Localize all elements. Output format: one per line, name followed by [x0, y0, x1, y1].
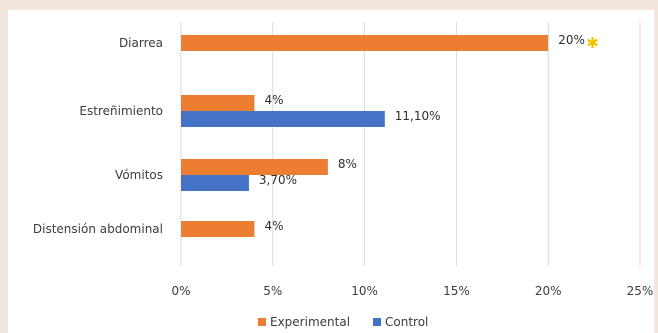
bar-control-2 [181, 175, 249, 191]
category-label-0: Diarrea [119, 36, 163, 50]
data-label-experimental-0: 20% [558, 33, 585, 47]
data-label-experimental-3: 4% [264, 219, 283, 233]
x-tick-label-0: 0% [171, 284, 190, 298]
category-label-1: Estreñimiento [79, 104, 163, 118]
data-label-experimental-2: 8% [338, 157, 357, 171]
significance-star-icon: ✱ [586, 34, 599, 52]
bar-control-1 [181, 111, 385, 127]
gridlines [180, 22, 641, 266]
legend-label-control: Control [385, 315, 428, 329]
data-label-control-2: 3,70% [259, 173, 297, 187]
bar-experimental-0 [181, 35, 549, 51]
x-tick-label-2: 10% [351, 284, 378, 298]
legend-label-experimental: Experimental [270, 315, 350, 329]
category-label-3: Distensión abdominal [33, 222, 163, 236]
data-label-control-1: 11,10% [395, 109, 441, 123]
category-label-2: Vómitos [115, 168, 163, 182]
x-tick-label-3: 15% [443, 284, 470, 298]
bar-experimental-2 [181, 159, 328, 175]
bar-experimental-1 [181, 95, 255, 111]
chart-panel [8, 10, 654, 333]
x-tick-label-4: 20% [535, 284, 562, 298]
bar-experimental-3 [181, 221, 255, 237]
data-label-experimental-1: 4% [264, 93, 283, 107]
x-tick-label-5: 25% [627, 284, 654, 298]
category-labels: Diarrea Estreñimiento Vómitos Distensión ab… [33, 36, 163, 236]
legend-swatch-control [373, 318, 381, 326]
x-tick-labels: 0% 5% 10% 15% 20% 25% [171, 284, 653, 298]
legend: Experimental Control [258, 315, 428, 329]
legend-swatch-experimental [258, 318, 266, 326]
data-labels: 20% 4% 11,10% 8% 3,70% 4% ✱ [259, 33, 599, 233]
bars [181, 35, 549, 237]
x-tick-label-1: 5% [263, 284, 282, 298]
